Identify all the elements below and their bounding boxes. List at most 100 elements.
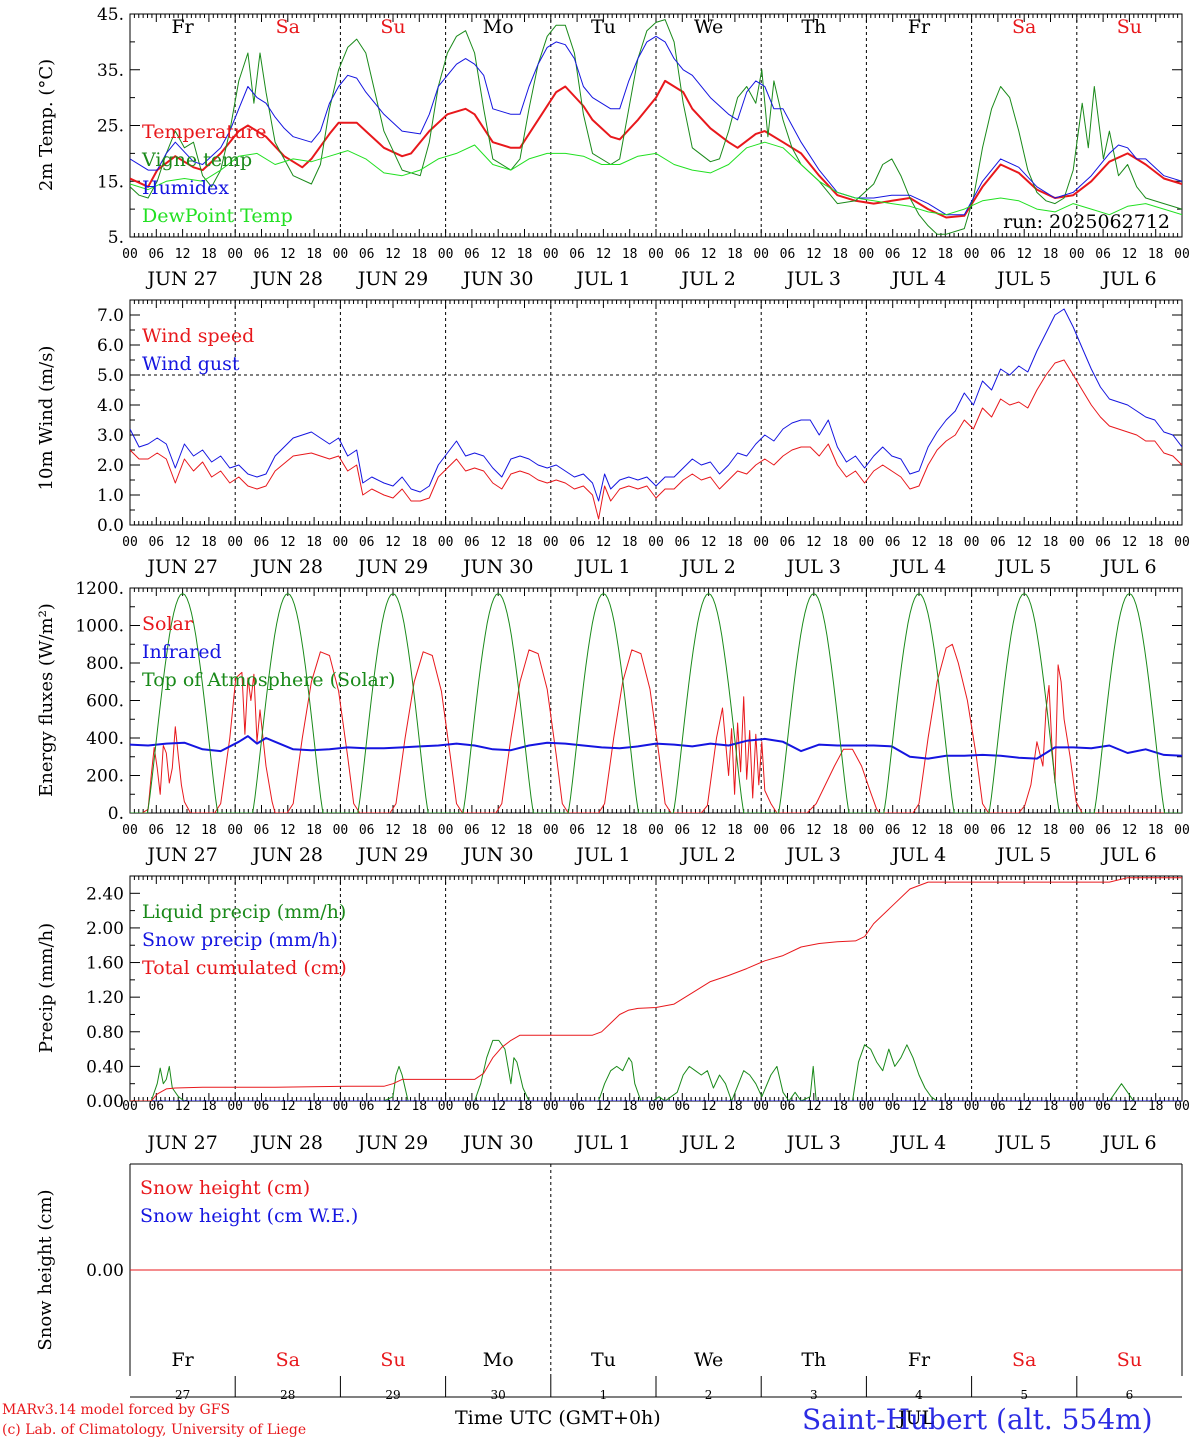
day-number-label: 30 [491,1388,506,1402]
hour-label: 18 [411,535,427,550]
date-label: JUN 28 [251,844,323,866]
weekday-label: Th [801,16,826,38]
y-tick-label: 45. [97,5,124,25]
hour-label: 18 [727,535,743,550]
hour-label: 06 [780,1099,796,1114]
date-label: JUN 27 [145,268,217,290]
panels: 5.15.25.35.45.2m Temp. (°C)00 06 12 18 00 06 1… [35,5,1190,1402]
hour-label: 18 [622,535,638,550]
run-label: run: 2025062712 [1003,211,1170,233]
hour-label: 06 [359,535,375,550]
hour-label: 18 [1043,535,1059,550]
weekday-label: Tu [591,16,616,38]
hour-label: 12 [806,823,822,838]
hour-label: 00 [964,535,980,550]
hour-label: 00 [1069,823,1085,838]
date-label: JUN 27 [145,844,217,866]
date-label: JUN 29 [356,556,428,578]
hour-label: 00 [333,823,349,838]
date-label: JUL 6 [1100,268,1156,290]
hour-label: 18 [832,823,848,838]
hour-label: 00 [1069,1099,1085,1114]
hour-label: 18 [1148,247,1164,262]
hour-label: 06 [254,535,270,550]
date-label: JUL 3 [785,556,841,578]
hour-label: 00 [543,823,559,838]
hour-label: 00 [753,823,769,838]
hour-label: 18 [832,247,848,262]
date-label: JUN 30 [461,556,533,578]
series-group [130,877,1182,1101]
hour-label: 00 [648,247,664,262]
hour-label: 18 [832,535,848,550]
hour-label: 06 [569,247,585,262]
weekday-label: Mo [483,1349,514,1371]
hour-label: 06 [359,1099,375,1114]
date-label: JUL 5 [995,268,1051,290]
hour-label: 18 [411,247,427,262]
hour-label: 06 [1095,247,1111,262]
y-tick-label: 1.60 [86,954,124,974]
hour-label: 06 [990,247,1006,262]
date-label: JUN 28 [251,556,323,578]
hour-label: 00 [227,535,243,550]
y-tick-label: 1.0 [97,486,124,506]
hour-label: 12 [911,247,927,262]
series-line [130,1039,1182,1101]
hour-label: 18 [306,535,322,550]
hour-label: 18 [411,823,427,838]
hour-label: 06 [1095,535,1111,550]
hour-label: 18 [727,823,743,838]
hour-label: 12 [806,1099,822,1114]
legend-entry: Temperature [142,121,266,143]
date-label: JUN 30 [461,268,533,290]
date-label: JUL 6 [1100,844,1156,866]
hour-label: 18 [1148,1099,1164,1114]
date-label: JUL 4 [890,268,946,290]
weekday-label: Sa [276,1349,300,1371]
date-label: JUL 1 [574,268,630,290]
hour-label: 12 [701,823,717,838]
hour-label: 12 [385,535,401,550]
y-axis-label: Precip (mm/h) [36,923,57,1053]
panel-snow: 0.00 Snow height (cm) Fr Sa Su Mo Tu We Th Fr Sa Su… [35,1163,1183,1402]
y-axis-label: 10m Wind (m/s) [36,346,57,491]
credit-line-1: MARv3.14 model forced by GFS [2,1402,230,1418]
hour-label: 06 [1095,1099,1111,1114]
hour-label: 18 [306,1099,322,1114]
hour-label: 12 [1016,823,1032,838]
hour-label: 12 [280,247,296,262]
date-label: JUL 2 [679,844,735,866]
hour-label: 18 [517,535,533,550]
hour-label: 18 [727,247,743,262]
legend-entry: Top of Atmosphere (Solar) [142,669,395,691]
weekday-label: Su [1117,16,1142,38]
y-axis-label: 2m Temp. (°C) [36,59,57,191]
hour-label: 12 [911,1099,927,1114]
hour-label: 00 [333,1099,349,1114]
series-line [130,141,1182,216]
y-tick-label: 2.00 [86,919,124,939]
weekday-label: Fr [908,1349,931,1371]
hour-label: 18 [1148,535,1164,550]
panel-precip: 0.00 0.40 0.80 1.20 1.60 2.00 2.40 Precip (mm/h… [36,875,1190,1154]
date-label: JUL 5 [995,556,1051,578]
date-label: JUL 4 [890,556,946,578]
hour-label: 12 [911,535,927,550]
hour-label: 12 [596,247,612,262]
hour-label: 12 [490,535,506,550]
hour-label: 06 [464,1099,480,1114]
legend-entry: Humidex [142,177,229,199]
hour-label: 00 [964,1099,980,1114]
hour-label: 12 [596,535,612,550]
hour-label: 18 [937,535,953,550]
hour-label: 18 [937,823,953,838]
hour-label: 06 [674,535,690,550]
hour-label: 12 [385,823,401,838]
day-number-label: 5 [1020,1388,1028,1402]
series-group [130,593,1182,813]
day-number-label: 3 [810,1388,818,1402]
hour-label: 00 [753,247,769,262]
date-label: JUN 30 [461,1132,533,1154]
weekday-label: Su [380,1349,405,1371]
